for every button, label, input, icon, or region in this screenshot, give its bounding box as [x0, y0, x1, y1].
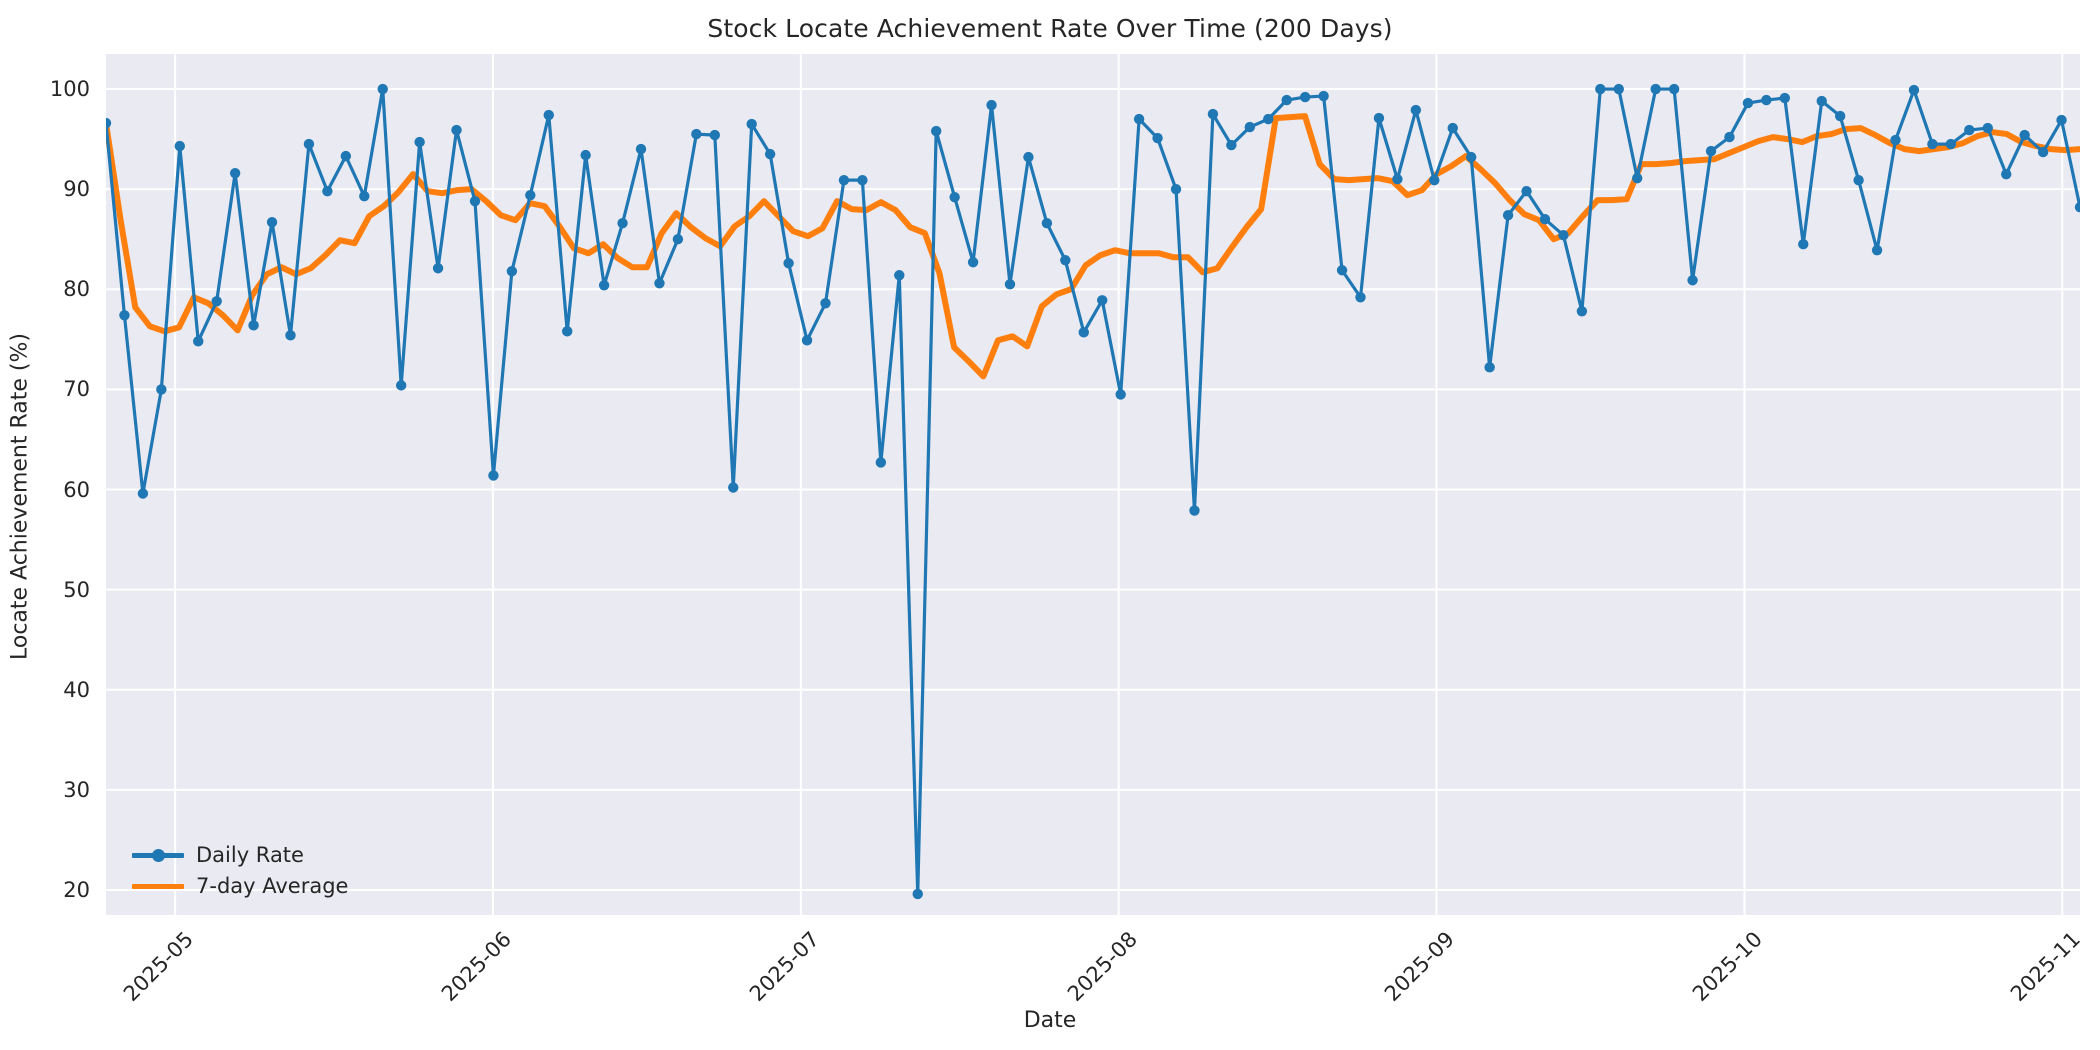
chart-legend: Daily Rate 7-day Average: [124, 833, 358, 907]
plot-canvas: [106, 54, 2080, 915]
x-axis-label: Date: [1023, 1008, 1077, 1033]
y-tick-label: 20: [63, 877, 90, 902]
series-markers-daily-rate: [106, 83, 2080, 900]
legend-item-7-day-average[interactable]: 7-day Average: [132, 870, 348, 901]
legend-label-7-day-average: 7-day Average: [196, 873, 349, 898]
series-line-daily-rate: [106, 87, 2080, 896]
y-axis-label: Locate Achievement Rate (%): [7, 333, 33, 661]
y-tick-label: 100: [49, 77, 90, 102]
legend-label-daily-rate: Daily Rate: [196, 842, 304, 867]
legend-swatch-daily-rate: [132, 844, 184, 866]
grid-lines: [106, 54, 2080, 915]
legend-swatch-7-day-average: [132, 875, 184, 897]
series-line-7-day-average: [106, 113, 2080, 380]
legend-item-daily-rate[interactable]: Daily Rate: [132, 839, 348, 870]
plot-area: Daily Rate 7-day Average: [106, 54, 2080, 915]
chart-title: Stock Locate Achievement Rate Over Time …: [707, 14, 1393, 43]
